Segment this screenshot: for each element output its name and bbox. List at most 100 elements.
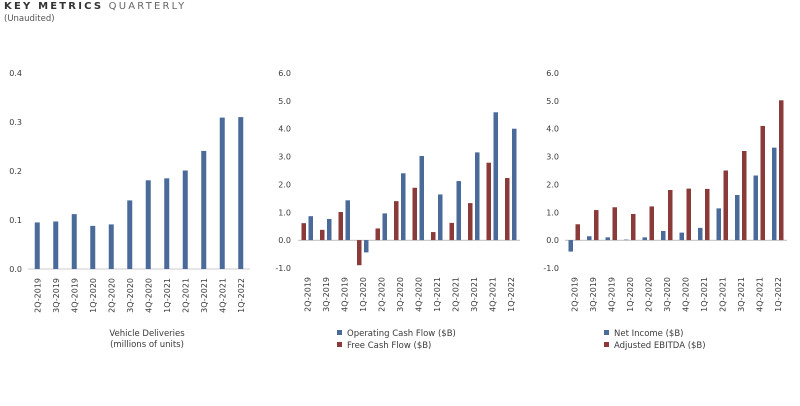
bar [735, 195, 740, 241]
x-tick-label: 4Q-2020 [414, 277, 423, 312]
bar [612, 207, 617, 241]
bar [382, 213, 387, 241]
x-tick-label: 4Q-2020 [144, 278, 153, 313]
y-tick-label: 6.0 [278, 69, 291, 78]
chart-caption: (millions of units) [110, 340, 184, 350]
bar [686, 188, 691, 241]
bar [394, 201, 399, 241]
x-tick-label: 3Q-2019 [52, 278, 61, 313]
bar [475, 152, 480, 241]
x-tick-label: 1Q-2021 [163, 278, 172, 313]
x-tick-label: 4Q-2019 [340, 277, 349, 312]
legend-swatch [337, 330, 342, 335]
y-tick-label: 0.1 [9, 216, 22, 225]
y-tick-label: 3.0 [546, 153, 559, 162]
bar [456, 181, 461, 241]
x-tick-label: 2Q-2021 [181, 278, 190, 313]
x-tick-label: 3Q-2019 [589, 277, 598, 312]
bar [301, 223, 306, 241]
x-tick-label: 1Q-2020 [89, 278, 98, 313]
bar [624, 239, 629, 241]
bar [642, 237, 647, 241]
bar [182, 170, 188, 269]
x-tick-label: 1Q-2022 [237, 278, 246, 313]
y-tick-label: 5.0 [546, 97, 559, 106]
x-tick-label: 3Q-2021 [737, 277, 746, 312]
x-tick-label: 4Q-2021 [488, 277, 497, 312]
y-tick-label: 0.0 [9, 265, 22, 274]
bar [779, 100, 784, 241]
bar [661, 230, 666, 241]
y-tick-label: 0.3 [9, 118, 22, 127]
bar [431, 232, 436, 241]
x-tick-label: 4Q-2021 [755, 277, 764, 312]
x-tick-label: 1Q-2021 [433, 277, 442, 312]
y-tick-label: 0.4 [9, 69, 22, 78]
x-tick-label: 1Q-2022 [507, 277, 516, 312]
bar [468, 203, 473, 241]
x-tick-label: 2Q-2020 [107, 278, 116, 313]
y-tick-label: 5.0 [278, 97, 291, 106]
bar [108, 224, 114, 269]
x-tick-label: 3Q-2021 [200, 278, 209, 313]
bar [71, 214, 77, 269]
y-tick-label: 0.2 [9, 167, 22, 176]
x-tick-label: 1Q-2021 [700, 277, 709, 312]
x-tick-label: 4Q-2019 [70, 278, 79, 313]
bar [338, 212, 343, 241]
page-title-bold: KEY METRICS [4, 1, 104, 12]
bar [219, 117, 225, 269]
x-tick-label: 2Q-2019 [303, 277, 312, 312]
bar [587, 236, 592, 241]
y-tick-label: 4.0 [546, 125, 559, 134]
x-tick-label: 2Q-2019 [570, 277, 579, 312]
bar [486, 162, 491, 241]
x-tick-label: 2Q-2020 [644, 277, 653, 312]
bar [320, 229, 325, 241]
bar [375, 228, 380, 241]
bar [568, 240, 573, 252]
legend-label: Net Income ($B) [614, 329, 683, 339]
bar [438, 194, 443, 241]
y-tick-label: 0.0 [546, 236, 559, 245]
bar [238, 117, 244, 269]
bar [90, 225, 96, 269]
bar [705, 188, 710, 241]
bar [679, 232, 684, 241]
bar [412, 187, 417, 241]
bar [145, 180, 151, 269]
bar [419, 156, 424, 241]
x-tick-label: 2Q-2021 [451, 277, 460, 312]
bar [345, 200, 350, 241]
bar [53, 221, 59, 269]
x-tick-label: 3Q-2021 [470, 277, 479, 312]
y-tick-label: 1.0 [546, 208, 559, 217]
bar [753, 175, 758, 241]
legend-label: Adjusted EBITDA ($B) [614, 341, 706, 351]
bar [505, 178, 510, 241]
x-tick-label: 4Q-2019 [607, 277, 616, 312]
bar [668, 190, 673, 241]
y-tick-label: -1.0 [275, 264, 291, 273]
bar [575, 224, 580, 241]
bar [631, 213, 636, 241]
bar [772, 147, 777, 241]
legend-swatch [604, 330, 609, 335]
y-tick-label: 0.0 [278, 236, 291, 245]
x-tick-label: 2Q-2021 [718, 277, 727, 312]
x-tick-label: 3Q-2020 [126, 278, 135, 313]
bar [605, 237, 610, 241]
bar [34, 222, 40, 269]
bar [594, 210, 599, 241]
bar [164, 178, 170, 269]
y-tick-label: 6.0 [546, 69, 559, 78]
bar [308, 216, 313, 241]
y-tick-label: -1.0 [543, 264, 559, 273]
x-tick-label: 4Q-2020 [681, 277, 690, 312]
bar [512, 128, 517, 241]
y-tick-label: 1.0 [278, 208, 291, 217]
bar [760, 125, 765, 241]
x-tick-label: 3Q-2020 [396, 277, 405, 312]
page-title: KEY METRICS QUARTERLY [4, 1, 186, 12]
